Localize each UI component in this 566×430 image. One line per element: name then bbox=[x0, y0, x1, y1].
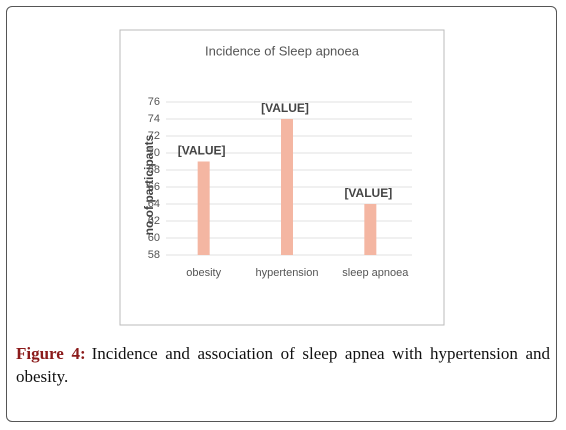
y-tick-label: 68 bbox=[148, 164, 160, 176]
chart-title: Incidence of Sleep apnoea bbox=[205, 43, 360, 58]
x-tick-label: hypertension bbox=[256, 267, 319, 279]
chart-area bbox=[119, 29, 445, 326]
y-tick-label: 60 bbox=[148, 232, 160, 244]
y-tick-label: 72 bbox=[148, 130, 160, 142]
figure-frame bbox=[6, 6, 557, 422]
bar bbox=[197, 161, 210, 255]
value-label: [VALUE] bbox=[261, 101, 309, 115]
y-tick-label: 74 bbox=[148, 113, 160, 125]
y-tick-label: 76 bbox=[148, 96, 160, 108]
y-tick-label: 64 bbox=[148, 198, 160, 210]
x-tick-label: obesity bbox=[186, 267, 221, 279]
bar bbox=[281, 119, 293, 255]
caption: Figure 4: Incidence and association of sl… bbox=[16, 342, 550, 388]
x-tick-label: sleep apnoea bbox=[342, 267, 409, 279]
value-label: [VALUE] bbox=[178, 144, 226, 158]
y-axis-label: no.of participants bbox=[142, 134, 156, 235]
y-tick-label: 62 bbox=[148, 215, 160, 227]
y-tick-label: 70 bbox=[148, 147, 160, 159]
value-label: [VALUE] bbox=[344, 186, 392, 200]
y-tick-label: 66 bbox=[148, 181, 160, 193]
chart: Incidence of Sleep apnoea no.of particip… bbox=[119, 29, 445, 326]
bar bbox=[364, 204, 377, 255]
caption-text: Incidence and association of sleep apnea… bbox=[16, 344, 550, 386]
caption-label: Figure 4: bbox=[16, 344, 86, 363]
y-tick-label: 58 bbox=[148, 249, 160, 261]
